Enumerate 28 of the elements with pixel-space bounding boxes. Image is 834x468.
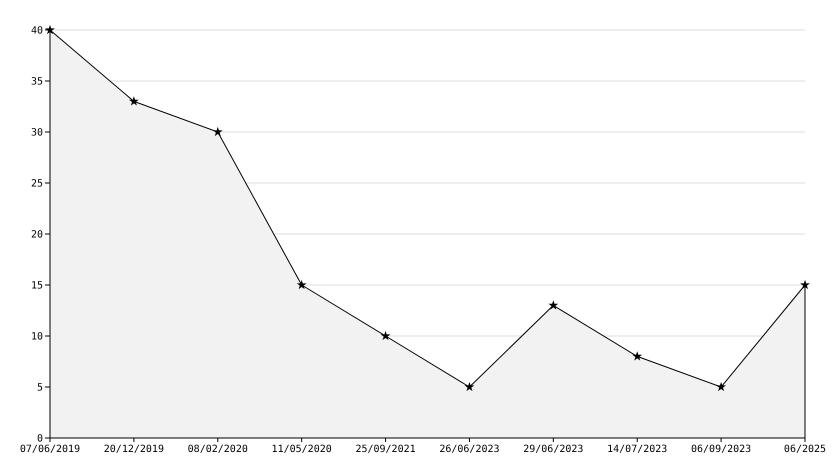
x-tick-label: 26/06/2023	[439, 444, 500, 455]
x-tick-label: 07/06/2019	[20, 444, 80, 455]
point	[212, 126, 223, 136]
point	[716, 382, 726, 392]
y-tick-label: 10	[30, 332, 43, 342]
y-tick-label: 40	[30, 26, 43, 36]
y-tick-label: 25	[30, 178, 43, 190]
point	[632, 351, 642, 361]
y-tick-label: 15	[30, 280, 43, 292]
x-tick-label: 06/09/2023	[691, 444, 752, 455]
x-tick-label: 06/2025	[784, 444, 826, 455]
y-tick-label: 0	[36, 434, 43, 444]
y-tick-label: 5	[36, 382, 43, 394]
point	[548, 300, 558, 310]
y-tick-label: 20	[30, 230, 43, 240]
point	[800, 280, 810, 290]
x-tick-label: 11/05/2020	[272, 444, 332, 455]
x-tick-label: 25/09/2021	[355, 444, 416, 455]
point	[464, 382, 474, 392]
x-tick-label: 14/07/2023	[607, 444, 668, 455]
x-tick-label: 08/02/2020	[188, 444, 248, 455]
point	[296, 280, 307, 290]
y-tick-label: 30	[30, 128, 43, 138]
x-tick-label: 29/06/2023	[523, 444, 584, 455]
x-tick-label: 20/12/2019	[104, 444, 164, 455]
point	[128, 96, 139, 106]
point	[380, 330, 390, 340]
y-tick-label: 35	[30, 76, 43, 88]
